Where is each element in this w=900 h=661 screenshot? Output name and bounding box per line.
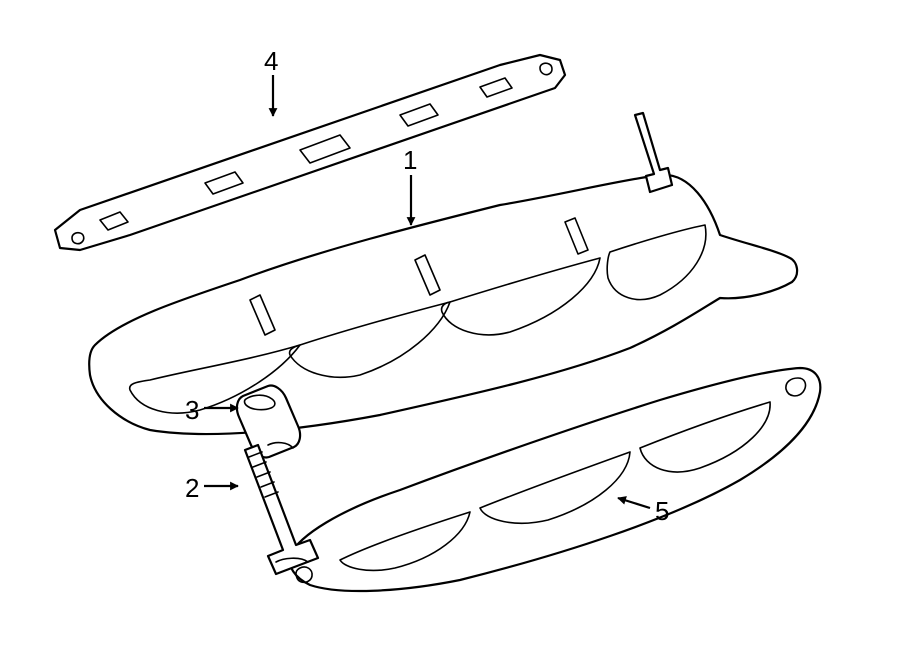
parts-drawing (0, 0, 900, 661)
callout-label-5: 5 (655, 496, 669, 527)
part-manifold-bolt (245, 445, 318, 574)
diagram-stage: 1 2 3 4 5 (0, 0, 900, 661)
part-exhaust-manifold (89, 113, 797, 434)
callout-label-3: 3 (185, 395, 199, 426)
callout-label-1: 1 (403, 145, 417, 176)
callout-label-2: 2 (185, 473, 199, 504)
callout-label-4: 4 (264, 46, 278, 77)
